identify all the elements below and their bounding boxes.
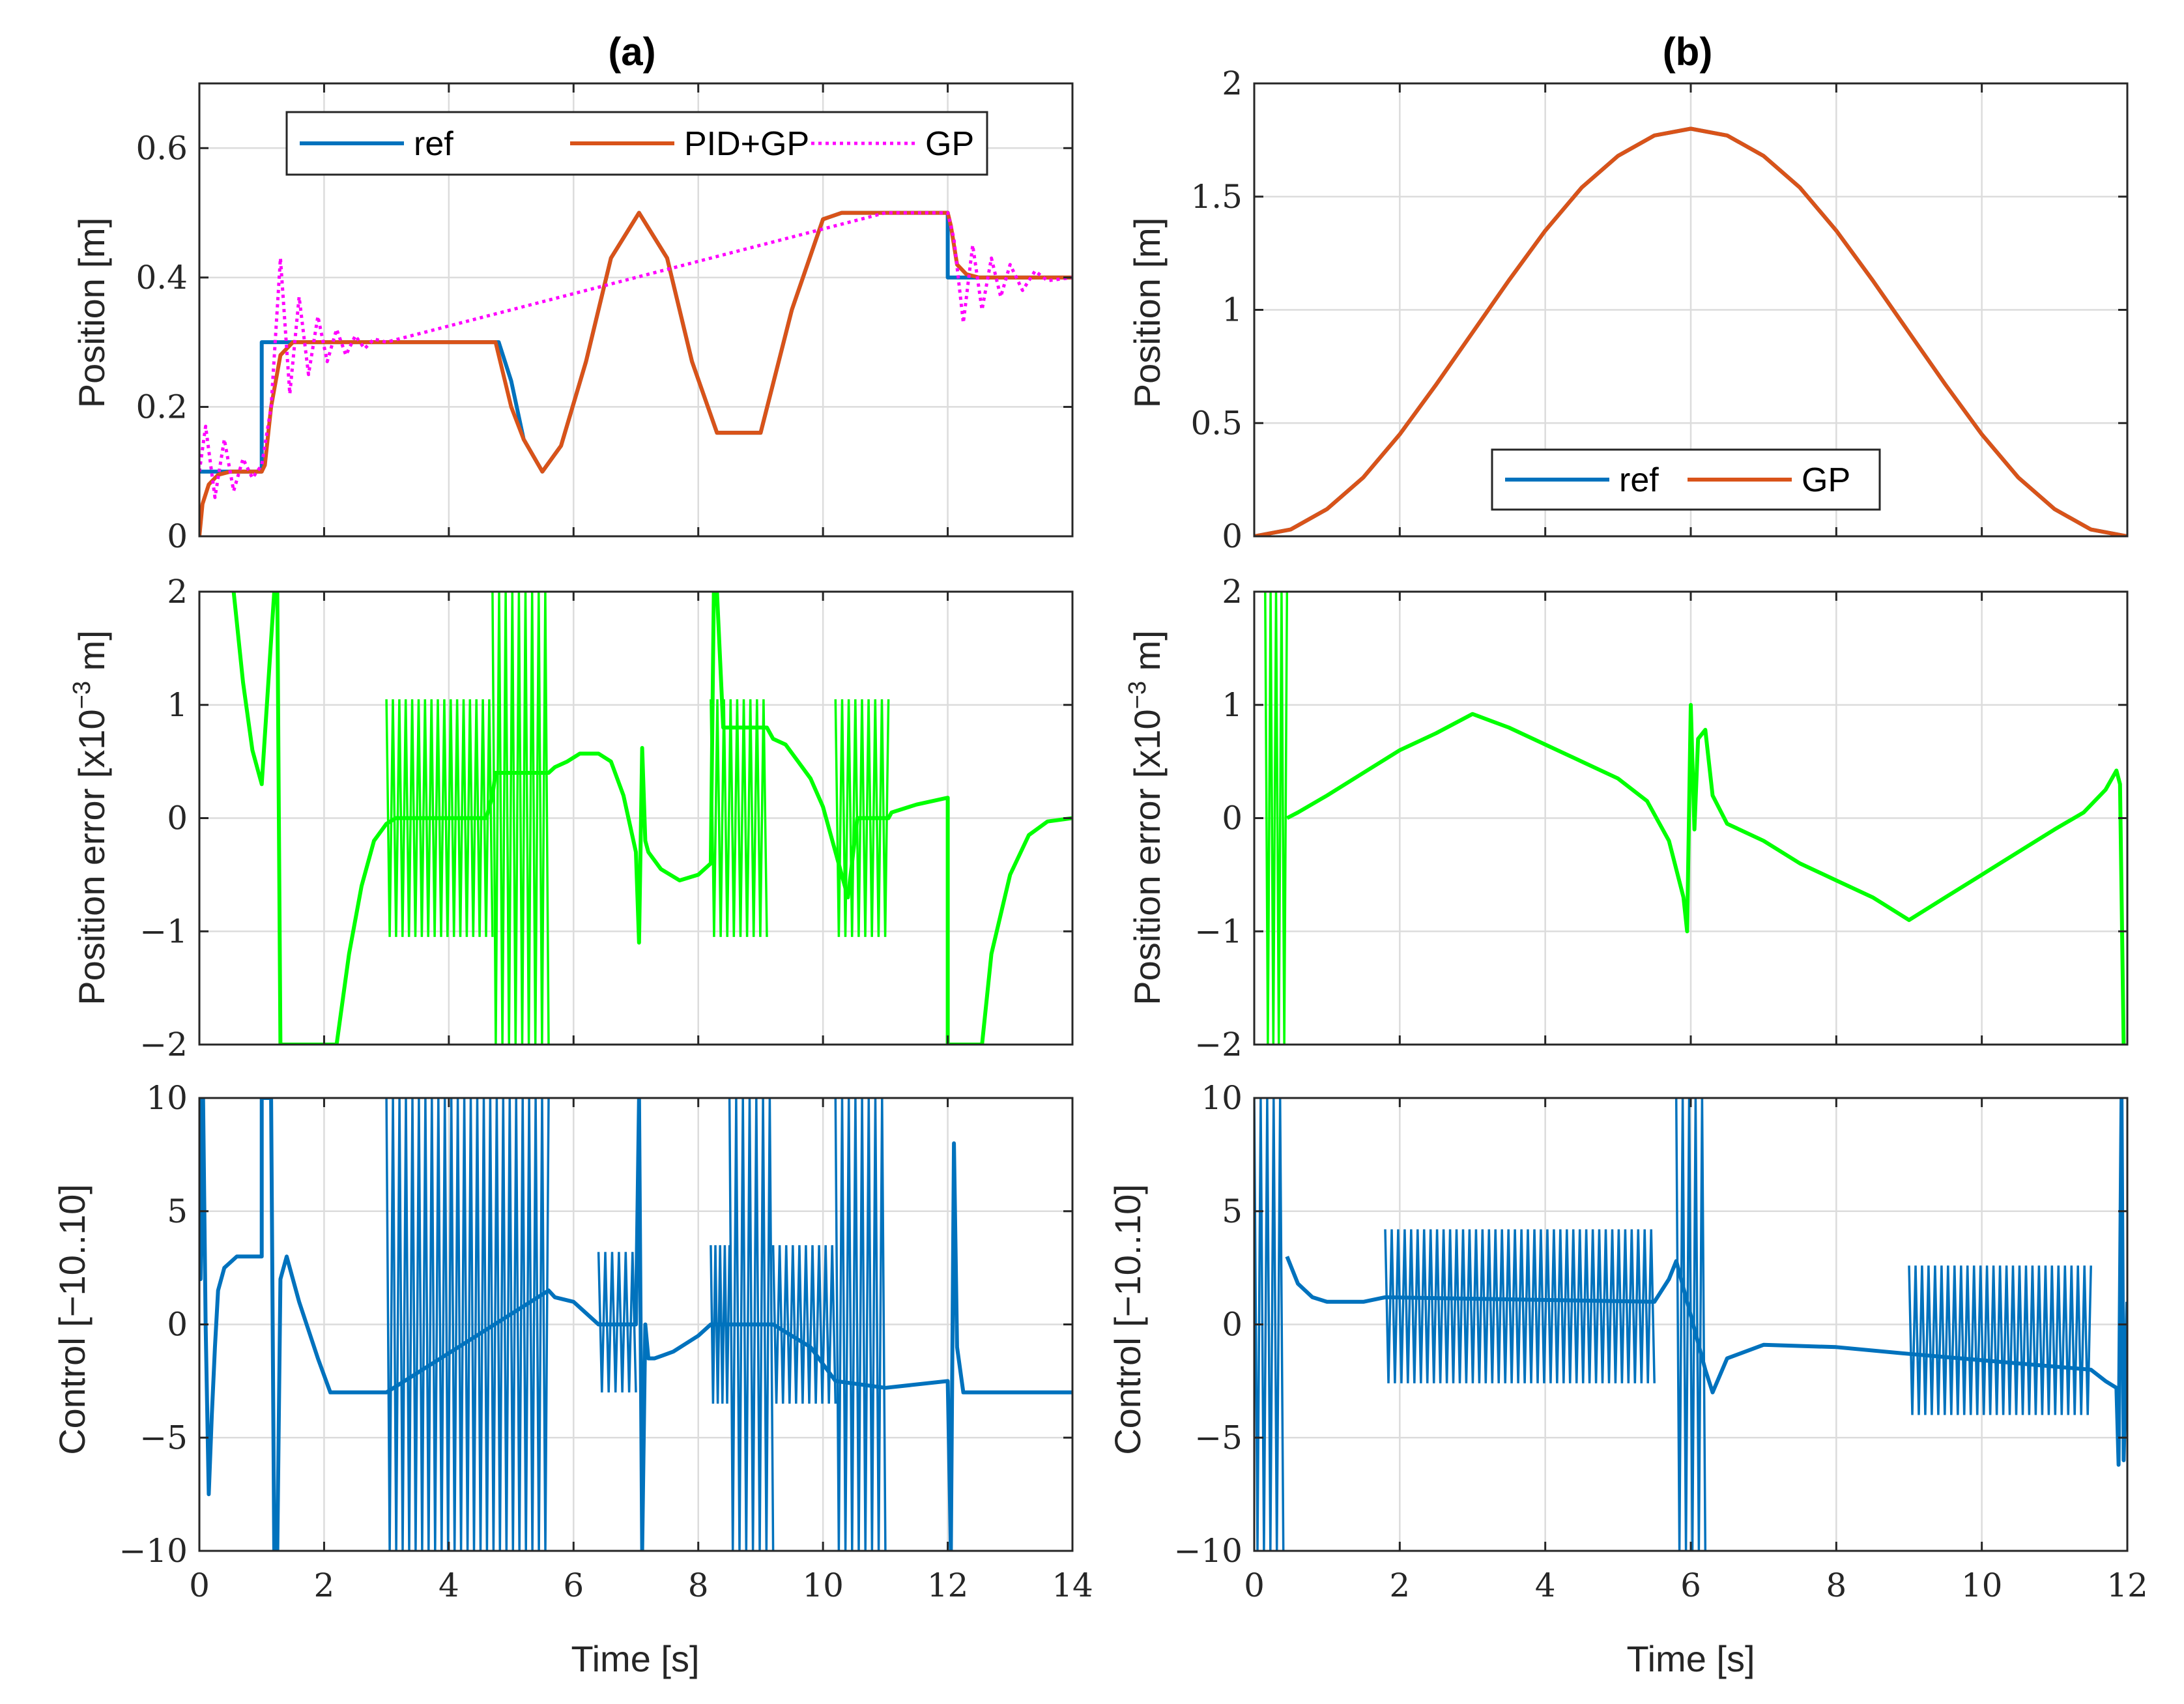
ylabel-exponent: −3 xyxy=(1124,681,1151,709)
panel-b-position: (b) Position [m] 0 0.5 1 1.5 2 ref GP xyxy=(1127,30,2129,555)
y-tick-label: 0 xyxy=(167,1306,188,1344)
oscillation-band xyxy=(385,1098,550,1551)
y-tick-label: −5 xyxy=(1194,1419,1243,1456)
oscillation-band xyxy=(1908,1265,2092,1415)
oscillation-band xyxy=(491,592,550,1045)
series-line-control xyxy=(1285,1098,2127,1467)
y-tick-label: 10 xyxy=(1201,1079,1243,1117)
y-tick-label: 0.6 xyxy=(136,129,188,167)
x-tick-label: 2 xyxy=(1389,1567,1410,1604)
y-tick-label: 1 xyxy=(1222,291,1243,329)
panel-a-title: (a) xyxy=(608,30,655,74)
ylabel-exponent: −3 xyxy=(68,681,96,709)
ylabel-unit: m] xyxy=(1127,630,1168,681)
y-tick-label: −5 xyxy=(139,1419,188,1456)
x-tick-label: 0 xyxy=(1244,1567,1265,1604)
axes-frame xyxy=(198,82,1074,538)
y-tick-label: −2 xyxy=(1194,1026,1243,1063)
x-tick-label: 12 xyxy=(2106,1567,2148,1604)
y-tick-label: 0.4 xyxy=(136,259,188,296)
oscillation-band xyxy=(1384,1229,1656,1383)
x-tick-label: 6 xyxy=(563,1567,584,1604)
ylabel-main: Position error [x10 xyxy=(1127,709,1168,1005)
x-tick-label: 0 xyxy=(189,1567,210,1604)
panel-b-control: Control [−10..10] Time [s] 0 2 4 6 8 10 12 −10 −… xyxy=(1107,1079,2148,1679)
ylabel-main: Position error [x10 xyxy=(71,709,112,1005)
panel-a-control-ylabel: Control [−10..10] xyxy=(51,1184,93,1455)
x-tick-label: 14 xyxy=(1052,1567,1093,1604)
series-line-error xyxy=(231,592,1072,1045)
y-tick-label: 5 xyxy=(1222,1192,1243,1230)
panel-b-title: (b) xyxy=(1663,30,1713,74)
x-tick-label: 4 xyxy=(438,1567,459,1604)
panel-a-error-ylabel: Position error [x10−3 m] xyxy=(68,630,112,1005)
oscillation-band xyxy=(1264,592,1289,1045)
series-line-gp xyxy=(199,211,1072,499)
oscillation-band xyxy=(597,1252,637,1393)
oscillation-band xyxy=(834,1098,887,1551)
y-tick-label: 0 xyxy=(167,800,188,837)
panel-a-control: Control [−10..10] Time [s] 0 2 4 6 8 10 12 14 −1… xyxy=(51,1079,1093,1679)
y-tick-label: 0.5 xyxy=(1190,404,1243,442)
y-tick-label: 2 xyxy=(167,573,188,611)
oscillation-band xyxy=(710,1245,731,1404)
panel-a-xlabel: Time [s] xyxy=(571,1638,699,1679)
oscillation-band xyxy=(834,699,890,937)
series-line-gp xyxy=(1254,126,2127,536)
panel-b-xlabel: Time [s] xyxy=(1626,1638,1755,1679)
panel-a-error: Position error [x10−3 m] −2 −1 0 1 2 xyxy=(68,573,1074,1063)
y-tick-label: 0 xyxy=(1222,1306,1243,1344)
legend-label: GP xyxy=(925,125,974,163)
series-line-pid-gp xyxy=(199,210,1072,536)
y-tick-label: −10 xyxy=(1173,1532,1243,1570)
panel-b-control-ylabel: Control [−10..10] xyxy=(1107,1184,1148,1455)
x-tick-label: 10 xyxy=(1961,1567,2003,1604)
panel-b-error: Position error [x10−3 m] −2 −1 0 1 2 xyxy=(1124,573,2129,1063)
x-tick-label: 8 xyxy=(688,1567,709,1604)
y-tick-label: −1 xyxy=(1194,912,1243,950)
legend-label: ref xyxy=(1619,461,1659,499)
oscillation-band xyxy=(710,699,768,937)
y-tick-label: 1 xyxy=(1222,686,1243,724)
x-tick-label: 12 xyxy=(927,1567,969,1604)
y-tick-label: 0.2 xyxy=(136,388,188,426)
y-tick-label: 0 xyxy=(1222,800,1243,837)
y-tick-label: 5 xyxy=(167,1192,188,1230)
y-tick-label: 2 xyxy=(1222,65,1243,102)
legend-label: PID+GP xyxy=(684,125,809,163)
x-tick-label: 8 xyxy=(1826,1567,1846,1604)
y-tick-label: 10 xyxy=(146,1079,188,1117)
oscillation-band xyxy=(771,1245,837,1404)
legend-label: ref xyxy=(414,125,453,163)
series-line-control xyxy=(199,1098,1072,1551)
oscillation-band xyxy=(1674,1098,1707,1551)
x-tick-label: 6 xyxy=(1680,1567,1701,1604)
x-tick-label: 10 xyxy=(802,1567,844,1604)
legend: ref PID+GP GP xyxy=(285,111,988,176)
y-tick-label: −10 xyxy=(119,1532,188,1570)
ylabel-unit: m] xyxy=(71,630,112,681)
x-tick-label: 2 xyxy=(314,1567,335,1604)
legend: ref GP xyxy=(1491,448,1881,511)
y-tick-label: 0 xyxy=(167,517,188,555)
panel-a-position: (a) Position [m] 0 0.2 0.4 0.6 ref PID+GP GP xyxy=(71,30,1074,555)
panel-a-position-ylabel: Position [m] xyxy=(71,218,112,409)
panel-b-error-ylabel: Position error [x10−3 m] xyxy=(1124,630,1168,1005)
y-tick-label: 2 xyxy=(1222,573,1243,611)
series-line-error xyxy=(1286,702,2126,1045)
y-tick-label: 0 xyxy=(1222,517,1243,555)
legend-label: GP xyxy=(1802,461,1850,499)
y-tick-label: 1.5 xyxy=(1190,178,1243,216)
y-tick-label: −1 xyxy=(139,912,188,950)
y-tick-label: −2 xyxy=(139,1026,188,1063)
panel-b-position-ylabel: Position [m] xyxy=(1127,218,1168,409)
x-tick-label: 4 xyxy=(1535,1567,1556,1604)
y-tick-label: 1 xyxy=(167,686,188,724)
